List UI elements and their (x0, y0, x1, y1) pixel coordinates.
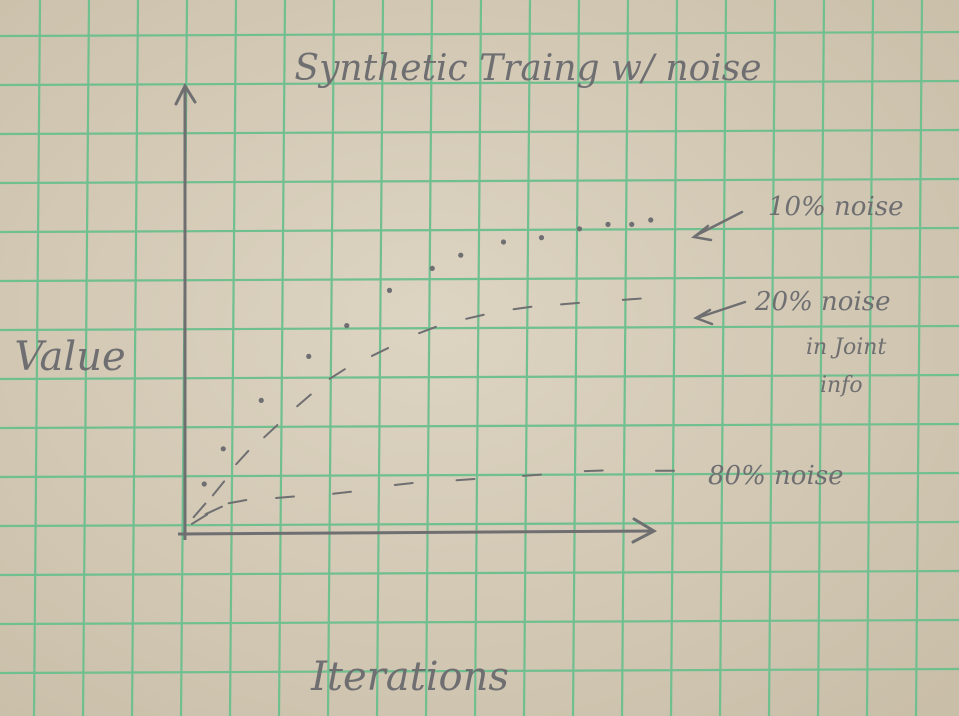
data-dash (211, 480, 226, 497)
grid-line-horizontal (0, 128, 959, 136)
data-point (258, 397, 264, 403)
series-3 (190, 469, 675, 525)
label-20-noise: 20% noise (754, 287, 891, 317)
grid-line-vertical (32, 0, 42, 716)
grid-line-vertical (326, 0, 336, 716)
data-dash (204, 505, 223, 516)
grid-line-vertical (130, 0, 140, 716)
data-point (629, 221, 635, 227)
grid-line-horizontal (0, 30, 959, 38)
data-dash (370, 347, 390, 357)
data-point (458, 252, 464, 258)
data-point (201, 481, 207, 487)
data-dash (512, 305, 533, 311)
data-dash (332, 490, 352, 495)
grid-line-horizontal (0, 177, 959, 185)
arrow-10-noise (691, 210, 744, 242)
grid-line-vertical (424, 0, 434, 716)
data-point (538, 235, 545, 241)
label-10-noise: 10% noise (768, 192, 904, 222)
data-dash (235, 449, 250, 466)
grid-line-vertical (718, 0, 728, 716)
series-layer (190, 217, 675, 525)
annotation-80-noise: 80% noise (708, 461, 844, 491)
grid-line-vertical (277, 0, 287, 716)
series-1 (201, 217, 654, 487)
grid-line-vertical (81, 0, 91, 716)
grid-line-horizontal (0, 569, 959, 577)
data-point (605, 221, 611, 227)
data-dash (296, 393, 312, 408)
data-point (648, 217, 654, 223)
grid-line-horizontal (0, 324, 959, 332)
series-2 (192, 297, 642, 519)
data-point (386, 287, 393, 293)
grid-line-horizontal (0, 422, 959, 430)
x-axis-label: Iterations (310, 654, 509, 700)
axes (174, 82, 658, 544)
data-dash (190, 513, 209, 525)
chart-title: Synthetic Traing w/ noise (294, 48, 761, 89)
data-dash (621, 297, 642, 301)
grid-line-vertical (816, 0, 826, 716)
x-axis-arrow (631, 517, 658, 544)
label-20-noise-line3: info (820, 373, 863, 398)
data-dash (418, 325, 437, 335)
data-dash (328, 368, 346, 380)
data-dash (275, 495, 295, 499)
data-point (429, 265, 435, 271)
grid-line-horizontal (0, 226, 959, 234)
grid-line-vertical (473, 0, 483, 716)
data-dash (455, 477, 476, 482)
grid-line-vertical (522, 0, 532, 716)
grid-line-vertical (620, 0, 630, 716)
y-axis-arrow (174, 82, 197, 106)
y-axis-label: Value (14, 334, 125, 380)
grid-line-vertical (228, 0, 238, 716)
grid-line-vertical (865, 0, 875, 716)
data-point (344, 323, 350, 329)
grid-line-horizontal (0, 275, 959, 283)
grid-line-horizontal (0, 667, 959, 675)
data-dash (192, 502, 207, 519)
data-dash (522, 473, 542, 477)
grid-line-vertical (767, 0, 777, 716)
grid-line-horizontal (0, 520, 959, 528)
label-20-noise-line2: in Joint (806, 335, 886, 360)
data-point (500, 239, 507, 245)
grid-line-horizontal (0, 373, 959, 381)
grid-line-horizontal (0, 79, 959, 87)
grid-line-vertical (375, 0, 385, 716)
data-dash (560, 301, 580, 306)
data-point (306, 353, 312, 359)
annotation-10-noise: 10% noise (691, 192, 904, 242)
data-dash (465, 313, 485, 320)
grid-line-vertical (669, 0, 679, 716)
label-80-noise: 80% noise (708, 461, 844, 491)
data-point (576, 226, 583, 232)
data-dash (263, 424, 279, 439)
grid-line-horizontal (0, 618, 959, 626)
annotation-20-noise: 20% noise in Joint info (693, 287, 891, 398)
grid-line-vertical (914, 0, 924, 716)
grid-line-vertical (571, 0, 581, 716)
grid-line-horizontal (0, 471, 959, 479)
data-dash (393, 482, 414, 486)
data-dash (583, 469, 604, 473)
arrow-20-noise (693, 300, 747, 326)
data-point (220, 446, 226, 452)
data-dash (227, 498, 248, 505)
x-axis (177, 529, 653, 536)
